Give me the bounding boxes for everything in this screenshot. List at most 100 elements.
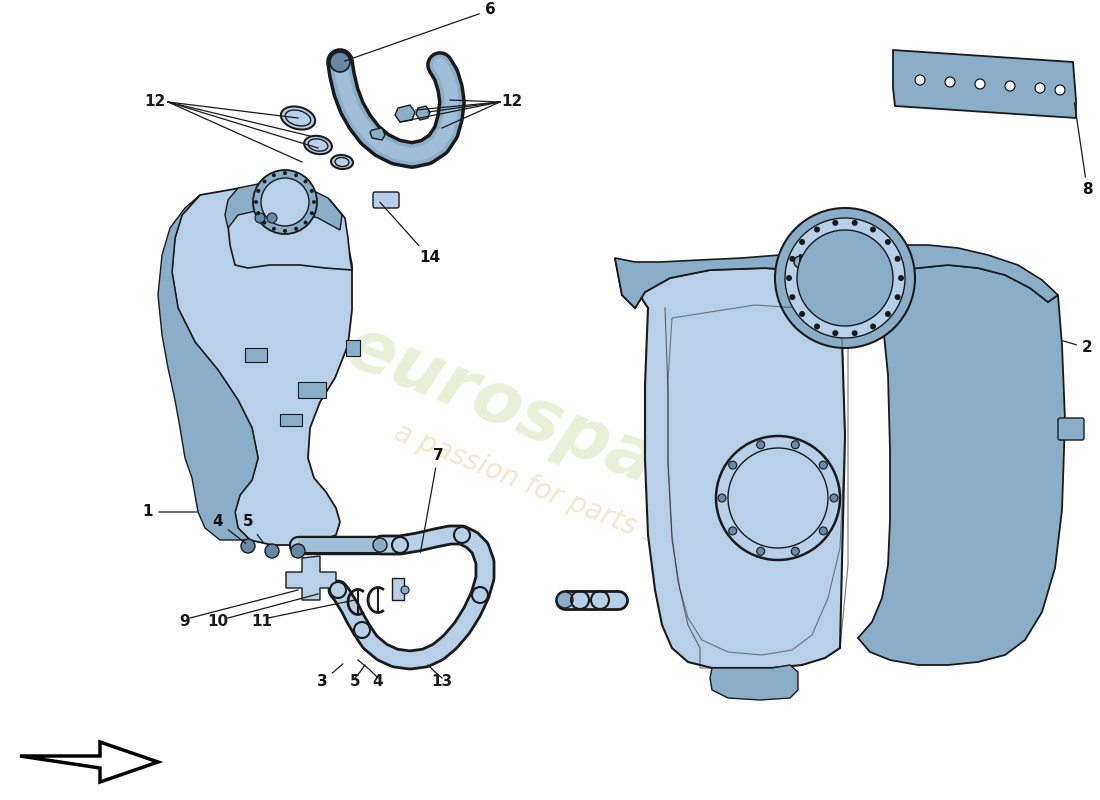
- Polygon shape: [370, 128, 385, 140]
- Circle shape: [894, 256, 901, 262]
- Circle shape: [814, 323, 820, 330]
- Circle shape: [791, 441, 800, 449]
- Circle shape: [304, 179, 308, 183]
- Circle shape: [870, 226, 876, 233]
- Circle shape: [799, 239, 805, 245]
- Circle shape: [786, 275, 792, 281]
- Polygon shape: [615, 258, 845, 668]
- Circle shape: [310, 211, 314, 215]
- Text: 13: 13: [431, 674, 452, 690]
- Circle shape: [814, 226, 820, 233]
- Circle shape: [757, 547, 764, 555]
- Text: 14: 14: [379, 202, 441, 266]
- Text: 3: 3: [317, 664, 343, 690]
- Polygon shape: [893, 50, 1076, 118]
- Circle shape: [718, 494, 726, 502]
- Circle shape: [241, 539, 255, 553]
- Text: 4: 4: [212, 514, 245, 543]
- Text: 8: 8: [1075, 102, 1092, 198]
- Polygon shape: [172, 188, 352, 545]
- Circle shape: [870, 323, 876, 330]
- Circle shape: [256, 189, 261, 193]
- Circle shape: [265, 544, 279, 558]
- Text: a passion for parts since 1985: a passion for parts since 1985: [390, 418, 790, 602]
- Text: eurospares: eurospares: [336, 313, 784, 547]
- Circle shape: [915, 75, 925, 85]
- Circle shape: [256, 211, 261, 215]
- Circle shape: [898, 275, 904, 281]
- Circle shape: [830, 494, 838, 502]
- Text: 6: 6: [344, 2, 495, 61]
- FancyBboxPatch shape: [298, 382, 326, 398]
- Circle shape: [304, 221, 308, 225]
- Circle shape: [833, 330, 838, 336]
- Circle shape: [820, 527, 827, 535]
- Circle shape: [798, 230, 893, 326]
- Text: 2: 2: [1063, 341, 1092, 355]
- Circle shape: [785, 218, 905, 338]
- Polygon shape: [228, 185, 352, 270]
- Circle shape: [1005, 81, 1015, 91]
- Circle shape: [402, 586, 409, 594]
- Circle shape: [261, 178, 309, 226]
- Circle shape: [894, 294, 901, 300]
- Circle shape: [272, 174, 276, 178]
- Circle shape: [833, 220, 838, 226]
- Circle shape: [263, 179, 266, 183]
- Text: 5: 5: [350, 674, 361, 690]
- Circle shape: [794, 256, 806, 268]
- Text: 12: 12: [144, 94, 166, 110]
- Text: 9: 9: [179, 614, 190, 630]
- FancyBboxPatch shape: [392, 578, 404, 600]
- Circle shape: [254, 200, 258, 204]
- Polygon shape: [158, 195, 258, 540]
- Text: 11: 11: [252, 614, 273, 630]
- Circle shape: [310, 189, 314, 193]
- Polygon shape: [615, 245, 1058, 308]
- Polygon shape: [710, 665, 798, 700]
- Circle shape: [790, 256, 795, 262]
- Circle shape: [272, 226, 276, 230]
- Circle shape: [791, 547, 800, 555]
- Circle shape: [884, 311, 891, 317]
- Polygon shape: [286, 556, 336, 600]
- Circle shape: [975, 79, 984, 89]
- Circle shape: [283, 229, 287, 233]
- Circle shape: [776, 208, 915, 348]
- Circle shape: [790, 294, 795, 300]
- Circle shape: [283, 171, 287, 175]
- Text: 1: 1: [143, 505, 197, 519]
- Circle shape: [557, 592, 573, 608]
- Circle shape: [728, 461, 737, 469]
- Circle shape: [1055, 85, 1065, 95]
- Circle shape: [263, 221, 266, 225]
- Polygon shape: [20, 742, 158, 782]
- Text: 12: 12: [502, 94, 522, 110]
- Polygon shape: [416, 106, 430, 120]
- Circle shape: [945, 77, 955, 87]
- Circle shape: [330, 52, 350, 72]
- Circle shape: [1035, 83, 1045, 93]
- Polygon shape: [226, 182, 342, 230]
- FancyBboxPatch shape: [1058, 418, 1084, 440]
- FancyBboxPatch shape: [346, 340, 360, 356]
- FancyBboxPatch shape: [373, 192, 399, 208]
- Circle shape: [884, 239, 891, 245]
- Text: 5: 5: [243, 514, 263, 542]
- Polygon shape: [858, 265, 1065, 665]
- Circle shape: [851, 330, 858, 336]
- Text: 10: 10: [208, 614, 229, 630]
- Ellipse shape: [304, 136, 332, 154]
- FancyBboxPatch shape: [280, 414, 302, 426]
- Polygon shape: [395, 105, 415, 122]
- Circle shape: [292, 544, 305, 558]
- Circle shape: [267, 213, 277, 223]
- Text: 4: 4: [373, 674, 383, 690]
- Text: 7: 7: [420, 447, 443, 552]
- Ellipse shape: [331, 155, 353, 169]
- Circle shape: [728, 527, 737, 535]
- Circle shape: [757, 441, 764, 449]
- Circle shape: [255, 213, 265, 223]
- Circle shape: [253, 170, 317, 234]
- Circle shape: [851, 220, 858, 226]
